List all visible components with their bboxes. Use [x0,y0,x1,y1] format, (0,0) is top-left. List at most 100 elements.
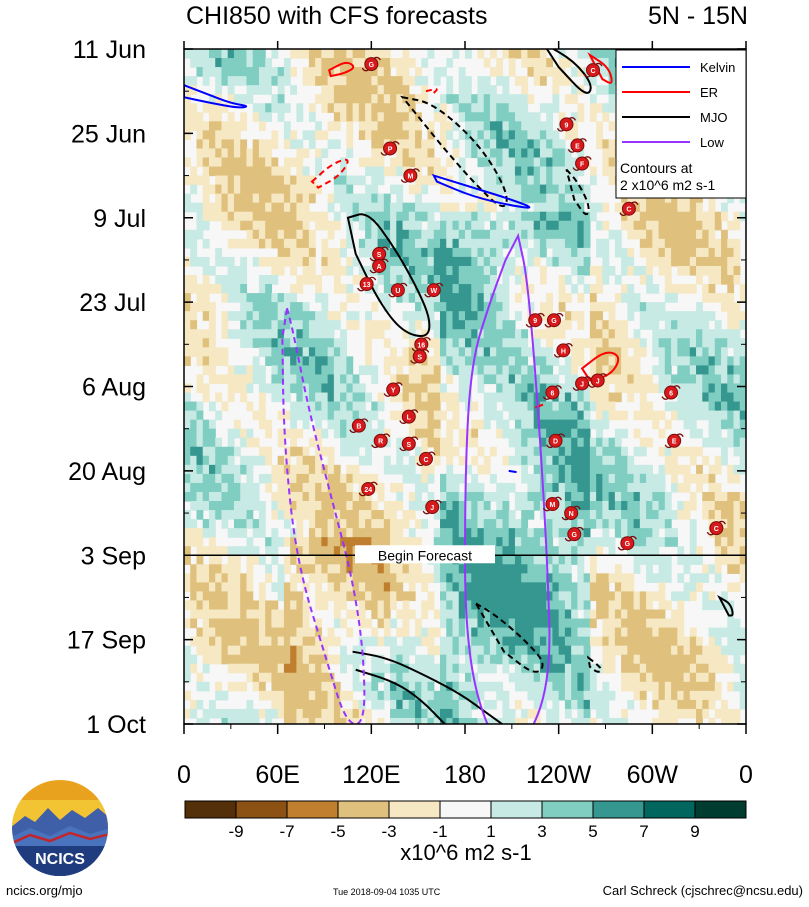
anomaly-cell [714,645,722,656]
anomaly-cell [452,256,460,267]
anomaly-cell [508,600,516,611]
anomaly-cell [421,175,429,186]
anomaly-cell [489,491,497,502]
anomaly-cell [427,148,435,159]
anomaly-cell [683,265,691,276]
anomaly-cell [527,139,535,150]
anomaly-cell [452,591,460,602]
anomaly-cell [546,482,554,493]
anomaly-cell [396,220,404,231]
anomaly-cell [377,139,385,150]
anomaly-cell [290,211,297,222]
anomaly-cell [421,365,429,376]
anomaly-cell [371,94,379,104]
anomaly-cell [658,681,666,692]
anomaly-cell [458,663,466,674]
anomaly-cell [290,473,297,484]
anomaly-cell [290,672,297,683]
anomaly-cell [396,528,404,538]
anomaly-cell [533,690,541,701]
anomaly-cell [184,284,191,294]
anomaly-cell [596,437,603,448]
anomaly-cell [321,338,329,348]
anomaly-cell [233,139,241,150]
anomaly-cell [514,636,522,647]
anomaly-cell [571,555,578,565]
anomaly-cell [352,193,360,204]
anomaly-cell [708,482,716,493]
anomaly-cell [402,76,410,86]
anomaly-cell [265,238,273,249]
anomaly-cell [327,555,335,565]
anomaly-cell [396,211,404,222]
anomaly-cell [627,284,635,294]
anomaly-cell [583,501,591,511]
anomaly-cell [508,94,516,104]
anomaly-cell [546,175,554,186]
anomaly-cell [533,347,541,357]
anomaly-cell [190,311,198,321]
anomaly-cell [496,482,504,493]
anomaly-cell [571,501,578,511]
anomaly-cell [233,419,241,430]
anomaly-cell [727,311,735,321]
anomaly-cell [571,591,578,602]
anomaly-cell [608,94,616,104]
anomaly-cell [589,510,597,520]
anomaly-cell [658,347,666,357]
anomaly-cell [696,663,703,674]
anomaly-cell [296,600,304,611]
anomaly-cell [671,690,678,701]
anomaly-cell [533,645,541,656]
anomaly-cell [477,130,485,140]
anomaly-cell [271,130,279,140]
anomaly-cell [702,347,710,357]
anomaly-cell [546,211,554,222]
anomaly-cell [308,256,316,267]
anomaly-cell [202,473,210,484]
anomaly-cell [639,663,647,674]
anomaly-cell [483,519,491,529]
anomaly-cell [696,401,703,412]
anomaly-cell [315,121,322,131]
anomaly-cell [546,302,554,312]
anomaly-cell [184,672,191,683]
anomaly-cell [664,238,672,249]
anomaly-cell [277,510,285,520]
anomaly-cell [696,211,703,222]
anomaly-cell [227,139,235,150]
anomaly-cell [240,618,248,629]
anomaly-cell [527,58,535,68]
anomaly-cell [202,67,210,77]
anomaly-cell [677,690,685,701]
anomaly-cell [502,265,510,276]
anomaly-cell [365,681,372,692]
anomaly-cell [346,501,354,511]
anomaly-cell [502,654,510,665]
anomaly-cell [558,482,566,493]
anomaly-cell [315,211,322,222]
anomaly-cell [483,401,491,412]
anomaly-cell [627,591,635,602]
anomaly-cell [546,591,554,602]
anomaly-cell [277,338,285,348]
anomaly-cell [533,419,541,430]
anomaly-cell [489,654,497,665]
anomaly-cell [577,455,585,466]
anomaly-cell [202,392,210,403]
anomaly-cell [471,220,479,231]
anomaly-cell [633,600,641,611]
anomaly-cell [633,302,641,312]
anomaly-cell [427,220,435,231]
anomaly-cell [308,699,316,710]
anomaly-cell [221,347,229,357]
anomaly-cell [477,519,485,529]
anomaly-cell [446,247,454,258]
anomaly-cell [271,103,279,113]
anomaly-cell [508,130,516,140]
anomaly-cell [446,537,454,547]
anomaly-cell [302,600,310,611]
anomaly-cell [208,491,216,502]
anomaly-cell [733,302,741,312]
anomaly-cell [202,193,210,204]
